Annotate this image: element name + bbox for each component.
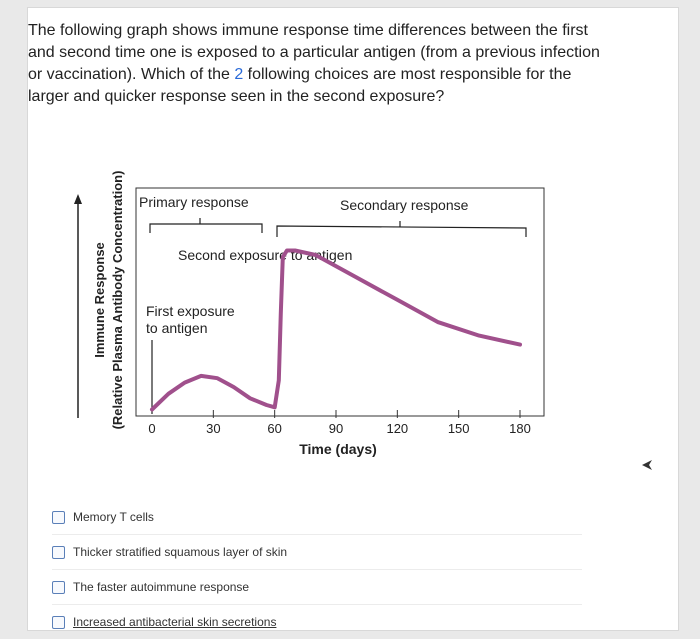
first-exposure-label-line1: First exposure <box>146 303 235 319</box>
option-label: Increased antibacterial skin secretions <box>73 615 277 629</box>
mouse-cursor-icon <box>642 460 652 470</box>
checkbox[interactable] <box>52 580 65 594</box>
x-tick-label: 30 <box>206 421 220 436</box>
primary-response-label: Primary response <box>139 194 249 210</box>
x-axis-title: Time (days) <box>299 441 377 457</box>
response-curve-line <box>150 248 522 412</box>
x-tick-label: 180 <box>509 421 531 436</box>
x-tick-label: 150 <box>448 421 470 436</box>
y-axis-title-line2: (Relative Plasma Antibody Concentration) <box>110 171 125 430</box>
primary-response-bracket <box>149 218 263 233</box>
option-label: Memory T cells <box>73 510 154 524</box>
immune-response-chart: Immune Response (Relative Plasma Antibod… <box>74 171 545 457</box>
answer-options: Memory T cells Thicker stratified squamo… <box>52 500 582 639</box>
question-highlight-number: 2 <box>234 66 244 83</box>
option-memory-t-cells[interactable]: Memory T cells <box>52 500 582 535</box>
secondary-response-label: Secondary response <box>340 197 469 213</box>
question-text-after: following choices are most responsible f… <box>28 66 572 105</box>
x-axis-ticks: 0 30 60 90 120 150 180 <box>148 410 531 436</box>
x-tick-label: 90 <box>329 421 343 436</box>
option-autoimmune-response[interactable]: The faster autoimmune response <box>52 570 582 605</box>
checkbox[interactable] <box>52 545 65 559</box>
question-text: The following graph shows immune respons… <box>28 20 608 108</box>
option-antibacterial-secretions[interactable]: Increased antibacterial skin secretions <box>52 605 582 639</box>
option-thicker-skin[interactable]: Thicker stratified squamous layer of ski… <box>52 535 582 570</box>
y-axis-arrowhead <box>74 194 82 204</box>
checkbox[interactable] <box>52 510 65 524</box>
plot-frame <box>135 187 545 417</box>
y-axis-title-line1: Immune Response <box>92 242 107 358</box>
question-text-before: The following graph shows immune respons… <box>28 22 600 83</box>
x-tick-label: 0 <box>148 421 155 436</box>
secondary-response-bracket <box>276 221 527 237</box>
second-exposure-label: Second exposure to antigen <box>178 247 352 263</box>
first-exposure-label-line2: to antigen <box>146 320 208 336</box>
option-label: Thicker stratified squamous layer of ski… <box>73 545 288 559</box>
option-label: The faster autoimmune response <box>73 580 250 594</box>
x-tick-label: 60 <box>267 421 281 436</box>
x-tick-label: 120 <box>386 421 408 436</box>
checkbox[interactable] <box>52 615 65 629</box>
